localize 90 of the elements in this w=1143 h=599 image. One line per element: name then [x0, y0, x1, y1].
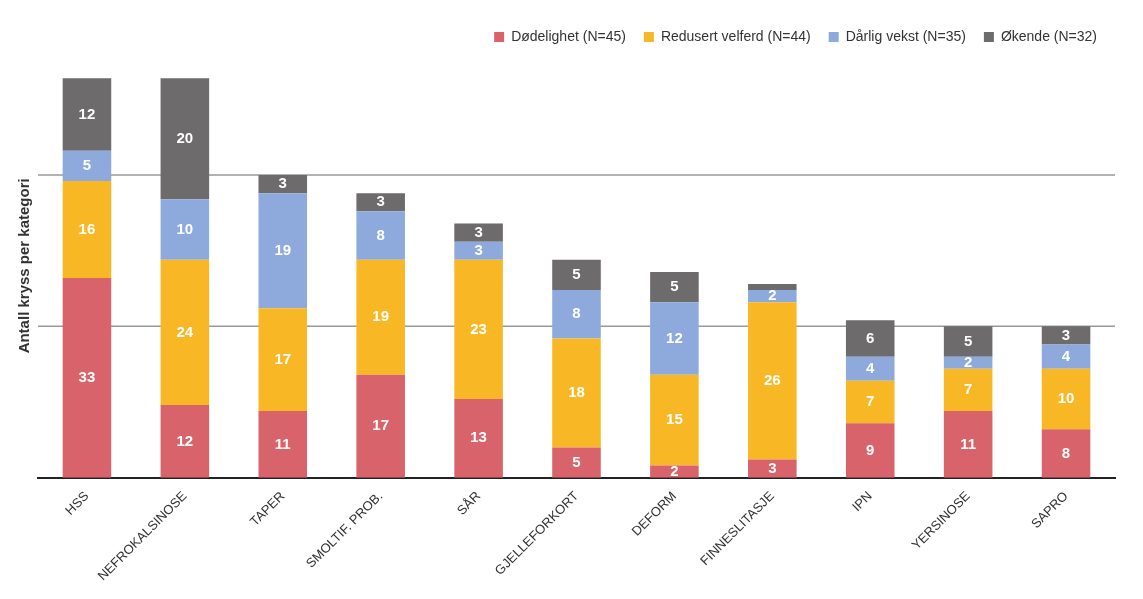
bar: [454, 241, 503, 260]
bar: [1041, 344, 1091, 369]
bar: [454, 223, 503, 242]
bar: [943, 411, 993, 478]
data-label: 8: [1061, 443, 1071, 461]
y-axis-title: Antall kryss per kategori: [15, 178, 33, 354]
bar: [258, 175, 308, 194]
data-label: 17: [274, 349, 292, 367]
data-label: 5: [572, 452, 581, 470]
bar: [160, 405, 210, 478]
data-label: 18: [568, 383, 585, 401]
bar: [160, 259, 210, 406]
bar: [943, 368, 993, 412]
bar: [160, 199, 210, 260]
bar: [62, 78, 112, 151]
bar: [356, 211, 405, 260]
data-label: 6: [866, 328, 875, 346]
data-label: 4: [1061, 346, 1071, 364]
data-label: 13: [470, 428, 487, 446]
data-label: 19: [274, 240, 292, 258]
legend-label: Dårlig vekst (N=35): [845, 27, 966, 44]
data-label: 9: [866, 440, 875, 458]
data-label: 5: [670, 277, 679, 295]
data-label: 12: [176, 431, 194, 449]
bar: [258, 193, 308, 309]
data-label: 10: [176, 219, 194, 237]
data-label: 4: [866, 358, 876, 376]
bar: [356, 374, 405, 478]
data-label: 5: [963, 331, 973, 349]
bar: [650, 271, 699, 303]
bar: [552, 338, 601, 448]
bar: [62, 150, 112, 182]
data-label: 3: [376, 192, 385, 210]
legend-label: Økende (N=32): [1000, 27, 1097, 44]
data-label: 2: [768, 286, 777, 304]
bar: [454, 259, 503, 399]
bar: [1041, 368, 1091, 430]
bar: [748, 284, 797, 291]
bar: [160, 78, 210, 200]
bar: [258, 411, 308, 478]
bar: [845, 423, 895, 478]
bar: [552, 259, 601, 291]
bar: [650, 302, 699, 375]
data-label: 3: [768, 458, 777, 476]
x-tick-label: IPN: [848, 488, 875, 515]
bar: [552, 447, 601, 478]
data-label: 3: [474, 222, 483, 240]
bar: [552, 290, 601, 339]
bar: [62, 181, 112, 278]
data-label: 11: [274, 434, 291, 452]
data-label: 2: [670, 461, 679, 479]
bar: [454, 399, 503, 478]
bar: [356, 193, 405, 212]
data-label: 10: [1057, 389, 1075, 407]
bar: [356, 259, 405, 375]
data-label: 20: [176, 128, 194, 146]
bar: [62, 277, 112, 478]
data-label: 17: [372, 416, 390, 434]
data-label: 33: [78, 367, 96, 385]
data-label: 7: [963, 380, 973, 398]
legend-label: Dødelighet (N=45): [511, 27, 626, 44]
data-label: 3: [474, 240, 483, 258]
legend-label: Redusert velferd (N=44): [660, 27, 811, 44]
data-label: 2: [963, 352, 973, 370]
data-label: 11: [960, 434, 977, 452]
bar: [845, 380, 895, 424]
data-label: 23: [470, 319, 487, 337]
bar: [650, 374, 699, 466]
bar: [1041, 326, 1091, 345]
data-label: 3: [1061, 325, 1071, 343]
data-label: 15: [666, 410, 683, 428]
data-label: 12: [78, 104, 96, 122]
bar: [943, 326, 993, 357]
data-label: 8: [572, 304, 581, 322]
data-label: 16: [78, 219, 96, 237]
data-label: 8: [376, 225, 385, 243]
data-label: 5: [572, 265, 581, 283]
data-label: 26: [763, 370, 781, 388]
data-label: 5: [82, 156, 92, 174]
bar: [845, 320, 895, 357]
bar: [748, 302, 797, 460]
data-label: 7: [866, 392, 875, 410]
bar: [258, 308, 308, 412]
bar: [845, 356, 895, 381]
data-label: 12: [666, 328, 683, 346]
bar: [748, 290, 797, 303]
bar: [1041, 429, 1091, 478]
data-label: 19: [372, 307, 390, 325]
data-label: 3: [278, 174, 287, 192]
data-label: 24: [176, 322, 194, 340]
